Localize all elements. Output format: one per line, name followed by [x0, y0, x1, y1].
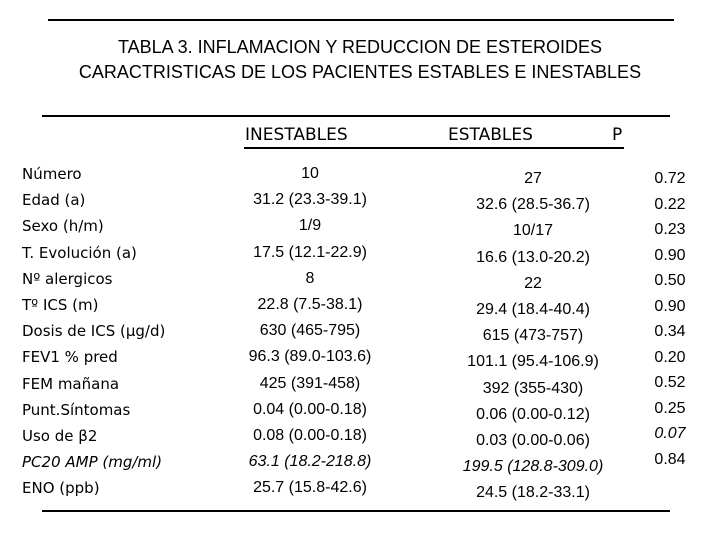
- inestables-cell: 17.5 (12.1-22.9): [253, 243, 367, 261]
- inestables-cell: 0.08 (0.00-0.18): [253, 426, 367, 444]
- p-value-cell: 0.84: [654, 450, 686, 468]
- p-value-cell: 0.50: [654, 272, 686, 289]
- row-label: Uso de β2: [22, 426, 98, 445]
- inestables-column: 10 31.2 (23.3-39.1) 1/9 17.5 (12.1-22.9) 8 22…: [230, 161, 390, 501]
- p-value-cell: 0.90: [654, 246, 686, 264]
- estables-cell: 199.5 (128.8-309.0): [462, 458, 604, 476]
- estables-cell: 32.6 (28.5-36.7): [476, 196, 590, 214]
- row-label: ENO (ppb): [22, 479, 100, 498]
- bottom-rule: [42, 510, 670, 512]
- inestables-cell: 8: [305, 269, 315, 287]
- estables-cell: 27: [524, 170, 542, 187]
- title-bottom-rule: [42, 115, 670, 117]
- p-value-cell: 0.52: [654, 374, 686, 391]
- header-p: P: [612, 125, 623, 145]
- inestables-cell: 63.1 (18.2-218.8): [248, 453, 372, 471]
- row-label: Edad (a): [22, 191, 86, 210]
- inestables-cell: 0.04 (0.00-0.18): [253, 400, 367, 418]
- row-label: Punt.Síntomas: [22, 400, 131, 419]
- row-label: Nº alergicos: [22, 269, 113, 288]
- p-value-cell: 0.23: [654, 221, 686, 238]
- inestables-cell: 96.3 (89.0-103.6): [248, 348, 372, 366]
- inestables-cell: 425 (391-458): [259, 374, 361, 392]
- p-value-cell: 0.90: [654, 297, 686, 315]
- inestables-cell: 1/9: [298, 217, 322, 235]
- p-value-cell: 0.22: [654, 195, 686, 213]
- estables-column: 27 32.6 (28.5-36.7) 10/17 16.6 (13.0-20.2) 2…: [440, 166, 626, 506]
- estables-cell: 0.03 (0.00-0.06): [476, 431, 590, 449]
- estables-cell: 29.4 (18.4-40.4): [476, 300, 590, 318]
- p-value-cell: 0.07: [654, 425, 686, 442]
- row-label: FEM mañana: [22, 374, 120, 393]
- p-value-cell: 0.20: [654, 348, 686, 366]
- estables-cell: 0.06 (0.00-0.12): [476, 405, 590, 423]
- inestables-cell: 25.7 (15.8-42.6): [253, 479, 367, 497]
- inestables-cell: 10: [301, 165, 319, 182]
- estables-cell: 16.6 (13.0-20.2): [476, 248, 590, 266]
- header-inestables: INESTABLES: [245, 125, 348, 145]
- estables-cell: 101.1 (95.4-106.9): [467, 353, 599, 371]
- row-label: Sexo (h/m): [22, 217, 104, 236]
- row-label: T. Evolución (a): [22, 243, 137, 262]
- p-value-cell: 0.72: [654, 170, 686, 187]
- header-bottom-rule: [244, 147, 624, 149]
- table-title-line-1: TABLA 3. INFLAMACION Y REDUCCION DE ESTE…: [117, 37, 603, 57]
- row-label: Dosis de ICS (μg/d): [22, 322, 166, 341]
- estables-cell: 615 (473-757): [482, 327, 584, 345]
- top-rule: [48, 19, 674, 21]
- p-value-column: 0.72 0.22 0.23 0.90 0.50 0.90 0.34 0.20 0.52 0.25…: [636, 166, 704, 472]
- inestables-cell: 31.2 (23.3-39.1): [253, 191, 367, 209]
- row-label: Tº ICS (m): [22, 295, 99, 314]
- estables-cell: 22: [524, 274, 542, 292]
- row-labels-column: Número Edad (a) Sexo (h/m) T. Evolución (a)…: [22, 161, 165, 501]
- p-value-cell: 0.25: [654, 399, 686, 417]
- row-label: FEV1 % pred: [22, 348, 118, 367]
- inestables-cell: 22.8 (7.5-38.1): [257, 295, 363, 313]
- estables-cell: 24.5 (18.2-33.1): [476, 484, 590, 502]
- row-label: Número: [22, 165, 82, 183]
- table-title-line-2: CARACTRISTICAS DE LOS PACIENTES ESTABLES…: [78, 62, 642, 82]
- estables-cell: 10/17: [512, 222, 554, 240]
- row-label: PC20 AMP (mg/ml): [22, 453, 163, 472]
- p-value-cell: 0.34: [654, 323, 686, 340]
- estables-cell: 392 (355-430): [482, 379, 584, 397]
- inestables-cell: 630 (465-795): [259, 322, 361, 340]
- header-estables: ESTABLES: [448, 125, 533, 145]
